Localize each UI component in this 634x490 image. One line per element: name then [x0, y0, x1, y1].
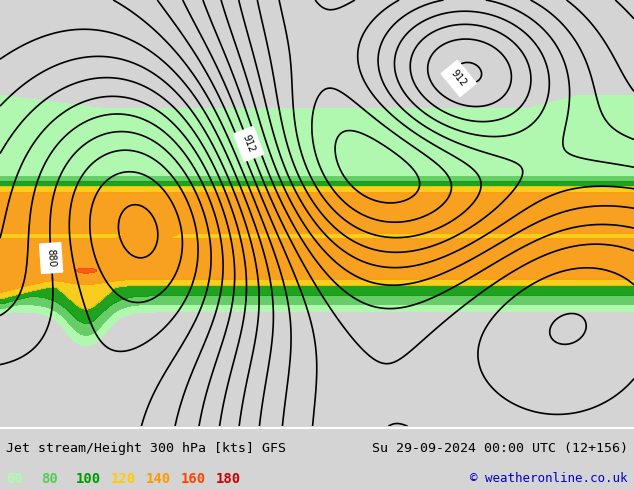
- Text: 100: 100: [76, 471, 101, 486]
- Text: 912: 912: [449, 68, 469, 89]
- Text: © weatheronline.co.uk: © weatheronline.co.uk: [470, 472, 628, 485]
- Text: 60: 60: [6, 471, 23, 486]
- Text: 80: 80: [41, 471, 58, 486]
- Text: 160: 160: [181, 471, 206, 486]
- Text: 120: 120: [111, 471, 136, 486]
- Text: 880: 880: [46, 248, 56, 268]
- Text: Su 29-09-2024 00:00 UTC (12+156): Su 29-09-2024 00:00 UTC (12+156): [372, 442, 628, 455]
- Text: 912: 912: [241, 134, 257, 154]
- Text: Jet stream/Height 300 hPa [kts] GFS: Jet stream/Height 300 hPa [kts] GFS: [6, 442, 287, 455]
- Text: 180: 180: [216, 471, 241, 486]
- Text: 140: 140: [146, 471, 171, 486]
